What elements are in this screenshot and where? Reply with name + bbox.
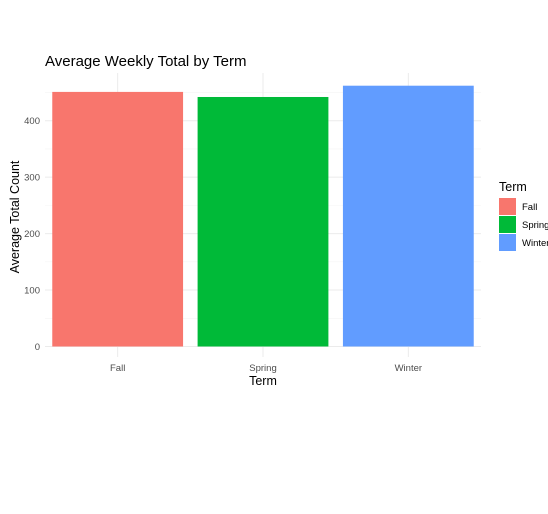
legend-label-fall: Fall bbox=[522, 202, 537, 213]
x-tick-label: Spring bbox=[249, 363, 276, 374]
legend-key-fall bbox=[499, 198, 516, 215]
bar-fall bbox=[52, 91, 184, 347]
y-tick-label: 100 bbox=[24, 286, 40, 297]
legend-title: Term bbox=[499, 180, 527, 194]
legend-label-winter: Winter bbox=[522, 238, 548, 249]
x-tick-label: Winter bbox=[395, 363, 422, 374]
chart-title: Average Weekly Total by Term bbox=[45, 53, 247, 70]
legend-key-winter bbox=[499, 234, 516, 251]
bar-winter bbox=[342, 85, 474, 347]
y-tick-label: 300 bbox=[24, 173, 40, 184]
legend-key-spring bbox=[499, 216, 516, 233]
legend-label-spring: Spring bbox=[522, 220, 548, 231]
y-tick-label: 200 bbox=[24, 229, 40, 240]
y-axis-ticks: 0 100 200 300 400 bbox=[24, 116, 40, 353]
y-tick-label: 400 bbox=[24, 116, 40, 127]
bar-spring bbox=[197, 96, 329, 347]
x-axis-ticks: Fall Spring Winter bbox=[110, 363, 422, 374]
legend: Term Fall Spring Winter bbox=[499, 180, 548, 251]
x-tick-label: Fall bbox=[110, 363, 125, 374]
y-tick-label: 0 bbox=[35, 342, 40, 353]
bars bbox=[52, 85, 474, 347]
y-axis-title: Average Total Count bbox=[8, 160, 22, 273]
x-axis-title: Term bbox=[249, 374, 277, 388]
